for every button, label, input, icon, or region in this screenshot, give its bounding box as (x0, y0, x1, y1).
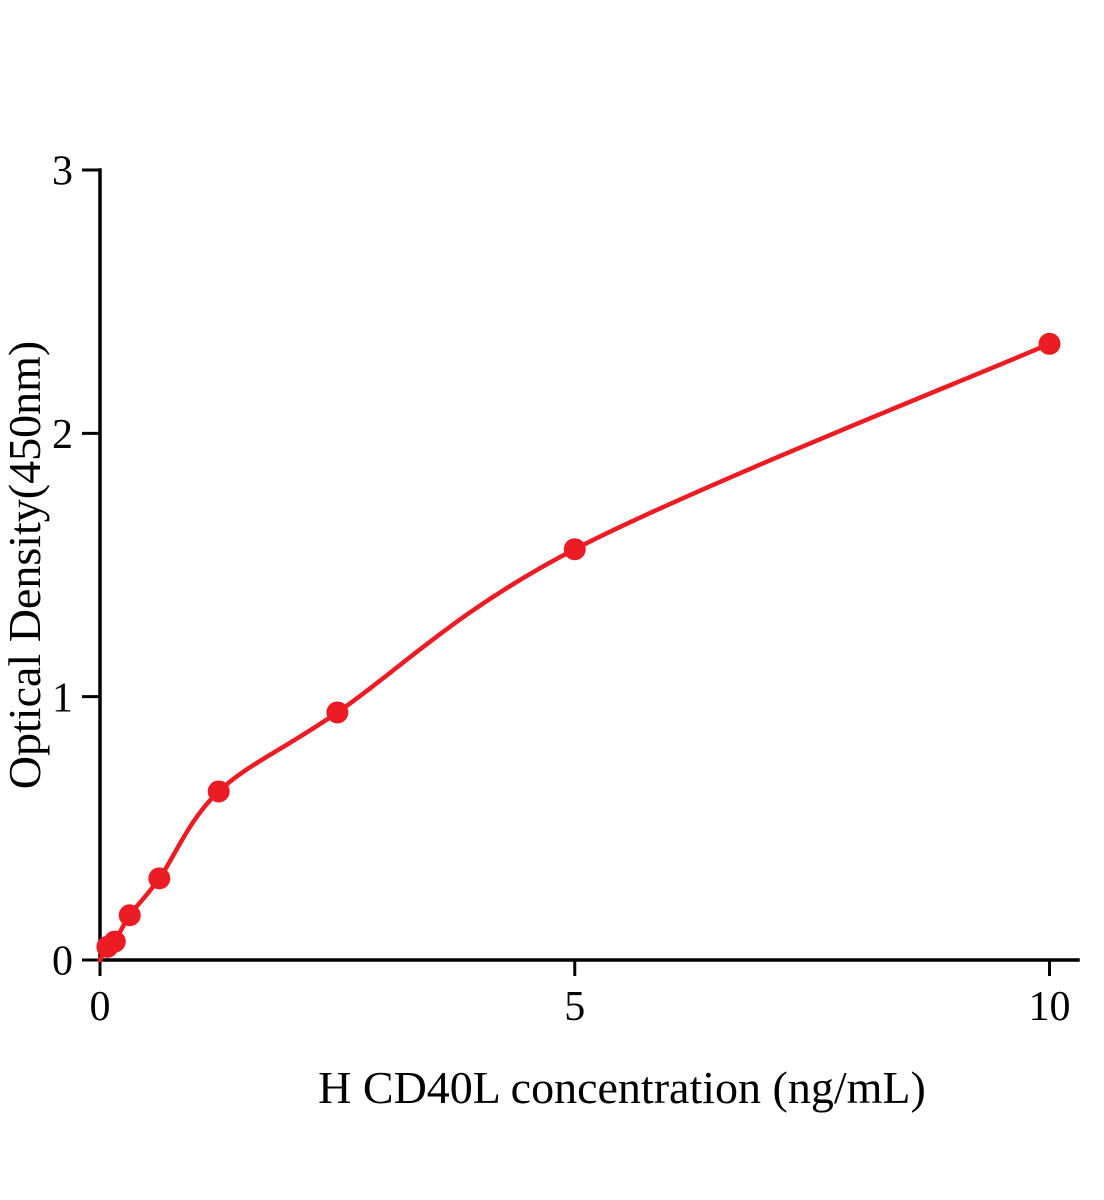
x-axis-title: H CD40L concentration (ng/mL) (318, 1062, 926, 1113)
y-axis-title: Optical Density(450nm) (0, 341, 50, 789)
data-series (96, 332, 1061, 963)
data-point (563, 538, 586, 561)
y-tick-label: 0 (52, 939, 73, 985)
data-point (148, 867, 171, 890)
x-tick-label: 10 (1029, 984, 1071, 1030)
data-point (326, 701, 349, 724)
data-point (1038, 332, 1061, 355)
y-tick-label: 1 (52, 675, 73, 721)
data-point (118, 904, 141, 927)
x-tick-label: 5 (564, 984, 585, 1030)
axes: 0 1 2 3 0 5 10 (52, 149, 1080, 1030)
data-point (207, 780, 230, 803)
y-tick-label: 2 (52, 412, 73, 458)
axis-lines (98, 168, 1080, 962)
x-tick-label: 0 (90, 984, 111, 1030)
y-tick-label: 3 (52, 149, 73, 195)
fit-curve (97, 341, 1052, 963)
data-point (103, 930, 126, 953)
